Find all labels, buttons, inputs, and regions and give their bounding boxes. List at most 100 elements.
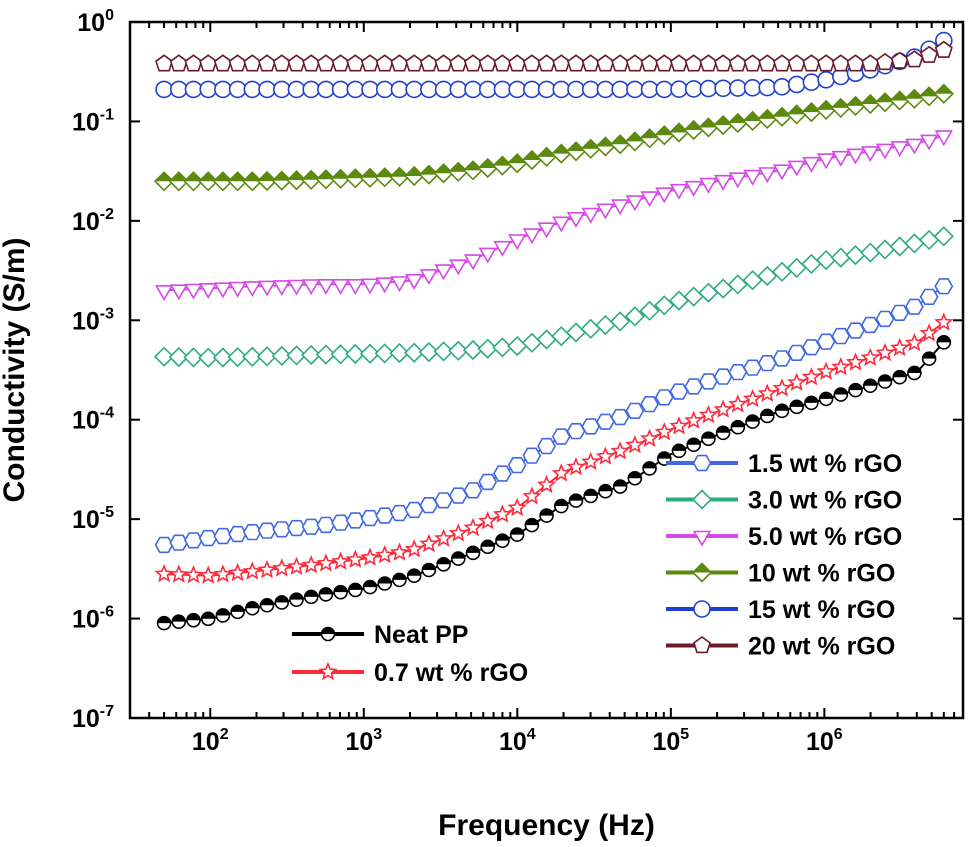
data-point	[611, 80, 629, 99]
data-point	[875, 342, 895, 362]
y-tick-label: 10-7	[72, 703, 114, 733]
legend-label: 5.0 wt % rGO	[748, 523, 902, 551]
data-point	[551, 326, 572, 347]
data-point	[316, 553, 336, 572]
data-point	[742, 110, 763, 132]
data-point	[419, 269, 439, 285]
data-point	[256, 346, 278, 367]
data-point	[919, 323, 939, 342]
data-point	[463, 482, 483, 499]
legend-item: 5.0 wt % rGO	[666, 523, 902, 551]
data-point	[907, 365, 922, 381]
data-point	[404, 342, 425, 363]
data-point	[860, 93, 881, 115]
data-point	[522, 486, 542, 505]
data-point	[375, 545, 395, 564]
data-point	[153, 171, 175, 192]
data-point	[421, 562, 437, 578]
data-point	[830, 97, 851, 119]
data-point	[921, 351, 937, 366]
data-point	[213, 564, 233, 583]
data-point	[405, 54, 424, 72]
data-point	[566, 212, 586, 228]
data-point	[302, 279, 321, 296]
data-point	[845, 244, 866, 266]
data-point	[728, 54, 747, 72]
data-point	[508, 54, 527, 72]
series-1-5-wt-rgo	[154, 278, 954, 554]
data-point	[625, 435, 645, 454]
data-point	[595, 446, 615, 465]
data-point	[669, 54, 689, 72]
data-point	[771, 261, 793, 282]
legend-label: 15 wt % rGO	[748, 596, 895, 624]
data-point	[568, 493, 584, 508]
data-point	[668, 122, 690, 143]
data-point	[272, 80, 291, 99]
data-point	[434, 528, 454, 547]
data-point	[348, 582, 363, 598]
legend-layer: Neat PP 0.7 wt % rGO 1.5 wt % rGO 3.0 wt % …	[292, 450, 902, 687]
data-point	[552, 216, 571, 233]
data-point	[639, 128, 660, 149]
x-axis-title: Frequency (Hz)	[438, 809, 655, 842]
data-point	[537, 80, 556, 99]
data-point	[609, 311, 631, 332]
data-point	[566, 422, 586, 440]
data-point	[745, 414, 760, 429]
data-point	[712, 278, 734, 299]
data-point	[272, 521, 292, 538]
data-point	[213, 527, 233, 545]
data-point	[713, 399, 733, 418]
data-point	[184, 532, 203, 549]
legend-bottom-right: 1.5 wt % rGO 3.0 wt % rGO 5.0 wt % rGO 10 w…	[666, 450, 902, 661]
data-point	[154, 285, 174, 301]
data-point	[890, 304, 910, 322]
y-axis-title: Conductivity (S/m)	[0, 237, 31, 502]
data-point	[419, 54, 438, 72]
data-point	[639, 300, 660, 321]
data-point	[477, 338, 498, 359]
data-point	[553, 498, 569, 514]
data-point	[212, 171, 234, 192]
legend-marker	[692, 636, 712, 654]
data-point	[787, 160, 806, 177]
data-point	[271, 345, 292, 367]
data-point	[698, 404, 718, 424]
data-point	[787, 344, 807, 362]
data-point	[272, 280, 291, 296]
data-point	[654, 389, 674, 406]
data-point	[524, 517, 540, 533]
data-point	[302, 80, 320, 99]
legend-item: 3.0 wt % rGO	[666, 487, 902, 515]
data-point	[463, 254, 483, 271]
data-point	[565, 322, 587, 343]
data-point	[861, 54, 880, 72]
data-point	[169, 54, 188, 72]
data-point	[581, 418, 601, 435]
ticks-layer	[129, 21, 964, 719]
data-point	[493, 80, 512, 99]
data-point	[874, 239, 896, 260]
data-point	[448, 340, 469, 361]
x-tick-label: 105	[652, 726, 689, 756]
data-point	[771, 106, 793, 127]
data-point	[757, 265, 778, 287]
data-point	[580, 138, 601, 159]
data-point	[701, 431, 716, 446]
data-point	[728, 172, 747, 189]
data-point	[742, 388, 763, 408]
data-point	[640, 80, 659, 99]
series-0-7-wt-rgo	[154, 312, 954, 584]
data-point	[918, 86, 940, 107]
data-point	[436, 556, 451, 572]
data-point	[243, 80, 262, 99]
data-point	[683, 119, 704, 141]
data-point	[449, 54, 468, 72]
data-point	[640, 395, 660, 413]
data-point	[757, 354, 777, 372]
data-point	[596, 203, 615, 220]
data-point	[433, 341, 454, 362]
data-point	[493, 240, 512, 257]
